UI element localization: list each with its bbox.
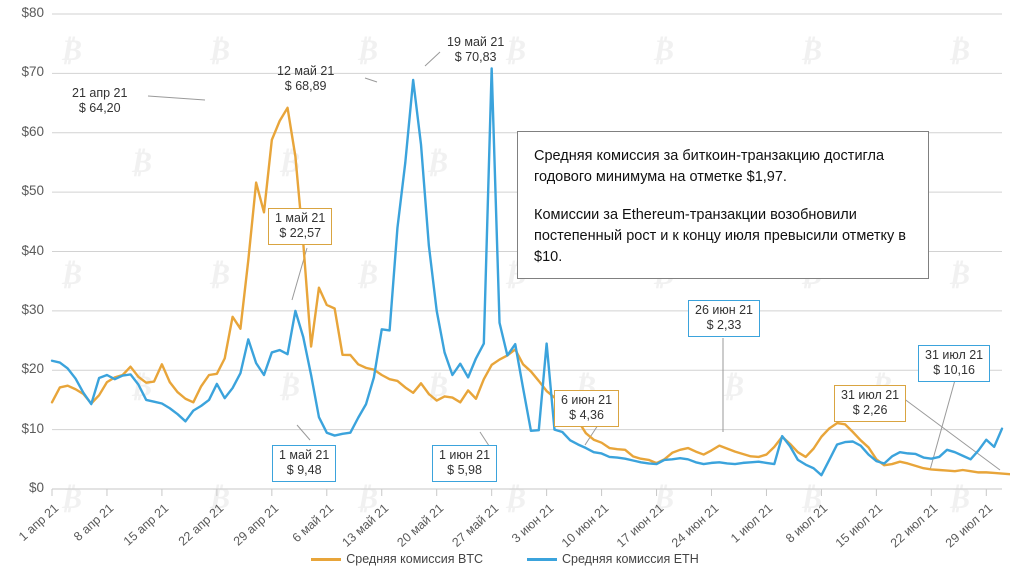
y-axis-tick-label: $30 (21, 301, 44, 317)
annotation-value: $ 9,48 (286, 463, 322, 477)
watermark-glyph: ₿ (722, 370, 744, 403)
y-axis-tick-label: $10 (21, 420, 44, 436)
annotation-btc-may1: 1 май 21 $ 22,57 (268, 208, 333, 245)
watermark-glyph: ₿ (948, 482, 970, 515)
annotation-btc-jul31: 31 июл 21 $ 2,26 (834, 385, 907, 422)
annotation-date: 19 май 21 (447, 35, 505, 49)
annotation-leader-line (364, 77, 378, 83)
annotation-leader-line (929, 379, 956, 471)
annotation-date: 1 май 21 (279, 448, 330, 462)
annotation-value: $ 64,20 (78, 101, 121, 115)
annotation-date: 12 май 21 (277, 64, 335, 78)
watermark-glyph: ₿ (504, 482, 526, 515)
commentary-paragraph-2: Комиссии за Ethereum-транзакции возобнов… (534, 207, 907, 265)
watermark-glyph: ₿ (208, 482, 230, 515)
annotation-value: $ 10,16 (933, 363, 975, 377)
y-axis-tick-label: $40 (21, 242, 44, 258)
annotation-leader-line (902, 397, 1001, 471)
annotation-leader-lines (147, 51, 1001, 471)
watermark-glyph: ₿ (356, 258, 378, 291)
watermark-glyph: ₿ (130, 370, 152, 403)
watermark-glyph: ₿ (130, 146, 152, 179)
annotation-value: $ 22,57 (279, 226, 322, 240)
legend-label-btc: Средняя комиссия BTC (346, 552, 483, 566)
watermark-glyph: ₿ (800, 482, 822, 515)
commentary-paragraph-1: Средняя комиссия за биткоин-транзакцию д… (534, 148, 885, 185)
annotation-leader-line (147, 95, 206, 101)
watermark-glyph: ₿ (426, 146, 448, 179)
legend-label-eth: Средняя комиссия ETH (562, 552, 699, 566)
legend-swatch-btc (311, 557, 342, 561)
y-axis-tick-label: $20 (21, 361, 44, 377)
annotation-btc-jun6: 6 июн 21 $ 4,36 (554, 390, 620, 427)
annotation-value: $ 5,98 (447, 463, 482, 477)
annotation-date: 31 июл 21 (841, 388, 900, 402)
annotation-eth-jul31: 31 июл 21 $ 10,16 (918, 345, 991, 382)
legend-item-eth[interactable]: Средняя комиссия ETH (527, 552, 699, 566)
y-axis-tick-label: $80 (21, 5, 44, 20)
y-axis-tick-label: $0 (28, 480, 44, 495)
annotation-eth-jun1: 1 июн 21 $ 5,98 (432, 445, 498, 482)
annotation-eth-may12: 12 май 21 $ 68,89 (277, 64, 334, 94)
y-axis-tick-label: $50 (21, 183, 44, 199)
annotation-eth-may19: 19 май 21 $ 70,83 (447, 35, 504, 65)
annotation-leader-line (296, 424, 311, 441)
watermark-glyph: ₿ (60, 258, 82, 291)
watermark-glyph: ₿ (948, 34, 970, 67)
watermark-glyph: ₿ (60, 34, 82, 67)
watermark-glyph: ₿ (356, 482, 378, 515)
watermark-glyph: ₿ (208, 34, 230, 67)
series-line-btc (50, 106, 1010, 476)
annotation-value: $ 2,26 (852, 403, 888, 417)
annotation-value: $ 70,83 (454, 50, 497, 64)
annotation-value: $ 4,36 (569, 408, 604, 422)
annotation-date: 1 май 21 (275, 211, 326, 225)
watermark-glyph: ₿ (948, 258, 970, 291)
chart-legend: Средняя комиссия BTC Средняя комиссия ET… (0, 552, 1010, 566)
commentary-box: Средняя комиссия за биткоин-транзакцию д… (517, 131, 929, 279)
watermark-glyph: ₿ (278, 370, 300, 403)
watermark-glyph: ₿ (652, 34, 674, 67)
annotation-leader-line (424, 51, 441, 67)
y-axis-tick-label: $70 (21, 64, 44, 80)
x-axis-ticks (51, 489, 987, 496)
watermark-glyph: ₿ (504, 34, 526, 67)
watermark-glyph: ₿ (652, 482, 674, 515)
watermark-glyph: ₿ (208, 258, 230, 291)
legend-swatch-eth (527, 557, 557, 561)
watermark-glyph: ₿ (356, 34, 378, 67)
watermark-glyph: ₿ (800, 34, 822, 67)
legend-item-btc[interactable]: Средняя комиссия BTC (311, 552, 483, 566)
annotation-btc-apr21: 21 апр 21 $ 64,20 (72, 86, 127, 116)
annotation-date: 21 апр 21 (72, 86, 128, 100)
annotation-eth-jun26: 26 июн 21 $ 2,33 (688, 300, 761, 337)
y-axis-tick-label: $60 (21, 123, 44, 139)
annotation-date: 1 июн 21 (439, 448, 491, 462)
watermark-glyph: ₿ (60, 482, 82, 515)
annotation-date: 26 июн 21 (695, 303, 754, 317)
annotation-date: 31 июл 21 (925, 348, 984, 362)
annotation-value: $ 2,33 (706, 318, 742, 332)
series-line-eth (50, 67, 1004, 477)
annotation-date: 6 июн 21 (561, 393, 613, 407)
watermark-glyph: ₿ (426, 370, 448, 403)
annotation-value: $ 68,89 (284, 79, 327, 93)
annotation-eth-may1: 1 май 21 $ 9,48 (272, 445, 337, 482)
